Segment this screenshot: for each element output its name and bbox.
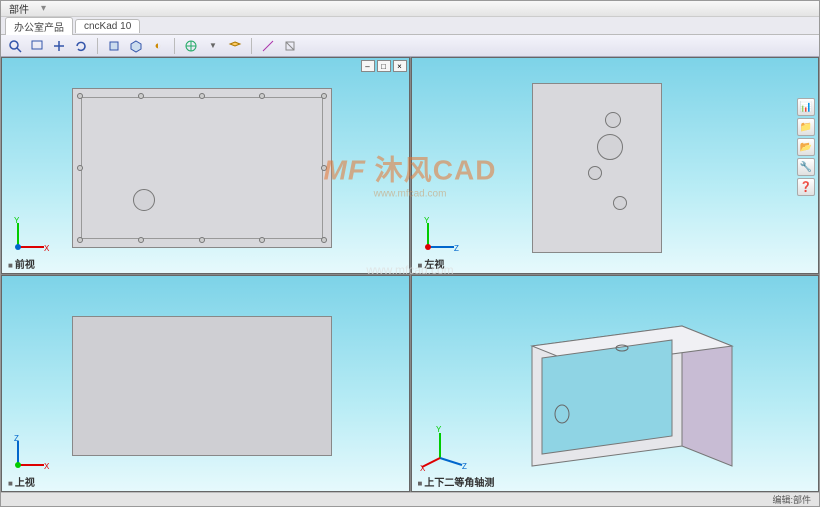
svg-text:Y: Y <box>436 425 442 434</box>
viewport-controls: – □ × <box>361 60 407 72</box>
viewport-max-icon[interactable]: □ <box>377 60 391 72</box>
pan-icon[interactable] <box>51 38 67 54</box>
svg-text:Z: Z <box>14 434 19 443</box>
part-top-panel <box>72 316 332 456</box>
menu-item[interactable]: 部件 <box>9 1 29 16</box>
svg-text:Y: Y <box>424 216 430 225</box>
view-iso-icon[interactable] <box>128 38 144 54</box>
side-btn-3[interactable]: 📂 <box>797 138 815 156</box>
svg-text:X: X <box>44 244 50 253</box>
side-btn-4[interactable]: 🔧 <box>797 158 815 176</box>
status-text: 编辑:部件 <box>772 493 811 506</box>
svg-text:X: X <box>420 464 426 473</box>
document-tabs: 办公室产品 cncKad 10 <box>1 17 819 35</box>
separator <box>97 38 98 54</box>
separator <box>251 38 252 54</box>
viewport-front[interactable]: – □ × Y X 前视 <box>1 57 410 274</box>
separator <box>174 38 175 54</box>
viewport-label: 左视 <box>418 256 445 271</box>
svg-text:X: X <box>44 462 50 471</box>
side-btn-1[interactable]: 📊 <box>797 98 815 116</box>
svg-text:Z: Z <box>454 244 459 253</box>
part-front-panel <box>72 88 332 248</box>
menubar: 部件 ▾ <box>1 1 819 17</box>
viewport-left[interactable]: Y Z 左视 📊 📁 📂 🔧 ❓ <box>411 57 820 274</box>
viewport-close-icon[interactable]: × <box>393 60 407 72</box>
globe-icon[interactable] <box>183 38 199 54</box>
axis-triad-icon: Y Z <box>420 215 460 255</box>
section-icon[interactable] <box>282 38 298 54</box>
part-iso-box <box>482 296 762 492</box>
viewport-min-icon[interactable]: – <box>361 60 375 72</box>
shade-icon[interactable]: ◐ <box>150 38 166 54</box>
viewport-label: 前视 <box>8 256 35 271</box>
dropdown-icon[interactable]: ▼ <box>205 38 221 54</box>
statusbar: 编辑:部件 <box>1 492 819 506</box>
measure-icon[interactable] <box>260 38 276 54</box>
axis-triad-icon: Y Z X <box>420 423 470 473</box>
side-btn-5[interactable]: ❓ <box>797 178 815 196</box>
layers-icon[interactable] <box>227 38 243 54</box>
zoom-fit-icon[interactable] <box>7 38 23 54</box>
svg-text:Z: Z <box>462 462 467 471</box>
workspace: – □ × Y X 前视 <box>1 57 819 492</box>
svg-text:Y: Y <box>14 216 20 225</box>
tab-cnckad[interactable]: cncKad 10 <box>75 19 140 33</box>
app-window: 部件 ▾ 办公室产品 cncKad 10 ◐ ▼ – □ × <box>0 0 820 507</box>
viewport-label: 上下二等角轴测 <box>418 474 495 489</box>
axis-triad-icon: Z X <box>10 433 50 473</box>
viewport-top[interactable]: Z X 上视 <box>1 275 410 492</box>
tab-office[interactable]: 办公室产品 <box>5 17 73 35</box>
menu-dropdown-icon[interactable]: ▾ <box>41 3 46 14</box>
right-sidebar: 📊 📁 📂 🔧 ❓ <box>797 98 817 196</box>
axis-triad-icon: Y X <box>10 215 50 255</box>
part-left-panel <box>532 83 662 253</box>
view-front-icon[interactable] <box>106 38 122 54</box>
side-btn-2[interactable]: 📁 <box>797 118 815 136</box>
zoom-window-icon[interactable] <box>29 38 45 54</box>
viewport-iso[interactable]: Y Z X 上下二等角轴测 <box>411 275 820 492</box>
viewport-label: 上视 <box>8 474 35 489</box>
toolbar: ◐ ▼ <box>1 35 819 57</box>
rotate-icon[interactable] <box>73 38 89 54</box>
